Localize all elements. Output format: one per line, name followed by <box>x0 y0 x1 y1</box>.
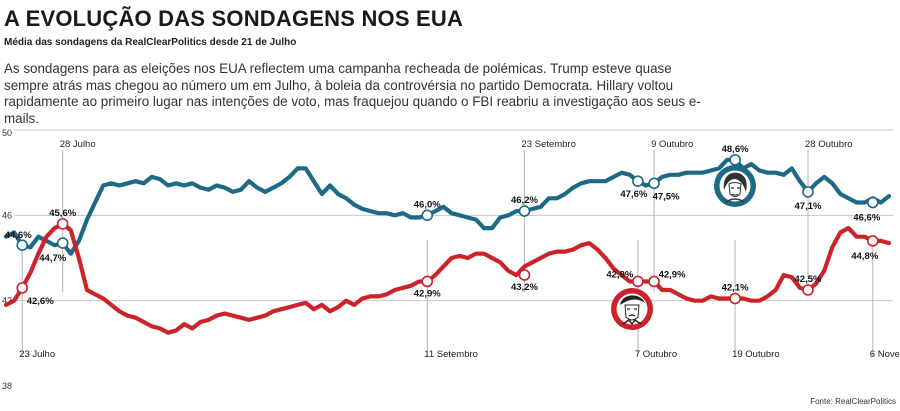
value-label-trump: 44,8% <box>851 251 878 262</box>
date-label: 7 Outubro <box>635 349 677 360</box>
series-lines <box>3 157 892 335</box>
value-label-clinton: 47,1% <box>795 201 822 212</box>
date-label: 6 Novembro <box>870 349 900 360</box>
data-point-clinton <box>866 196 879 209</box>
value-label-trump: 42,9% <box>659 269 686 280</box>
data-point-clinton <box>729 154 741 166</box>
data-point-clinton <box>632 175 644 187</box>
y-tick-label: 50 <box>2 128 12 138</box>
date-label: 9 Outubro <box>651 139 693 150</box>
page-title: A EVOLUÇÃO DAS SONDAGENS NOS EUA <box>4 6 464 31</box>
annotation-points <box>16 154 879 305</box>
y-tick-label: 46 <box>2 210 12 220</box>
y-tick-label: 42 <box>2 296 12 306</box>
intro-paragraph: As sondagens para as eleições nos EUA re… <box>4 61 701 126</box>
value-label-trump: 45,6% <box>49 208 76 219</box>
data-point-clinton <box>421 209 434 222</box>
value-label-trump: 42,9% <box>414 288 441 299</box>
value-label-clinton: 44,6% <box>5 230 32 241</box>
value-label-clinton: 46,0% <box>414 199 441 210</box>
value-label-clinton: 47,6% <box>620 189 647 200</box>
data-point-trump <box>421 275 434 288</box>
data-point-trump <box>648 275 660 288</box>
value-label-trump: 42,1% <box>722 283 749 294</box>
value-label-clinton: 47,5% <box>653 191 680 202</box>
value-label-trump: 42,9% <box>606 269 633 280</box>
data-point-trump <box>729 292 741 305</box>
data-point-trump <box>632 275 644 288</box>
data-point-clinton <box>802 186 814 198</box>
value-label-clinton: 48,6% <box>722 144 749 155</box>
value-label-clinton: 46,6% <box>853 213 880 224</box>
value-label-clinton: 46,2% <box>511 195 538 206</box>
data-point-trump <box>16 282 29 294</box>
date-label: 28 Julho <box>60 139 96 150</box>
source-note: Fonte: RealClearPolitics <box>810 397 896 406</box>
data-point-clinton <box>518 205 531 217</box>
data-point-trump <box>56 218 69 230</box>
annotation-labels: 44,6% 44,7% 46,0% 46,2% 47,6% 47,5% 48,6% 47,1%… <box>5 144 881 307</box>
data-point-clinton <box>56 237 69 249</box>
date-label: 23 Julho <box>19 349 55 360</box>
value-label-trump: 43,2% <box>511 282 538 293</box>
trump-portrait-icon <box>611 288 653 330</box>
clinton-portrait-icon <box>714 165 756 207</box>
value-label-clinton: 44,7% <box>39 253 66 264</box>
data-point-clinton <box>16 239 29 251</box>
date-label: 28 Outubro <box>805 139 853 150</box>
date-label: 19 Outubro <box>732 349 780 360</box>
y-tick-label: 38 <box>2 381 12 391</box>
series-line-clinton <box>3 157 892 256</box>
data-point-trump <box>866 235 879 247</box>
value-label-trump: 42,5% <box>795 274 822 285</box>
value-label-trump: 42,6% <box>27 296 54 307</box>
data-point-trump <box>518 269 531 281</box>
data-point-trump <box>802 284 814 296</box>
page-subtitle: Média das sondagens da RealClearPolitics… <box>4 37 297 48</box>
date-label: 11 Setembro <box>424 349 478 360</box>
data-point-clinton <box>648 177 660 190</box>
date-label: 23 Setembro <box>521 139 575 150</box>
candidate-icons <box>611 165 756 330</box>
series-line-trump <box>3 221 892 335</box>
